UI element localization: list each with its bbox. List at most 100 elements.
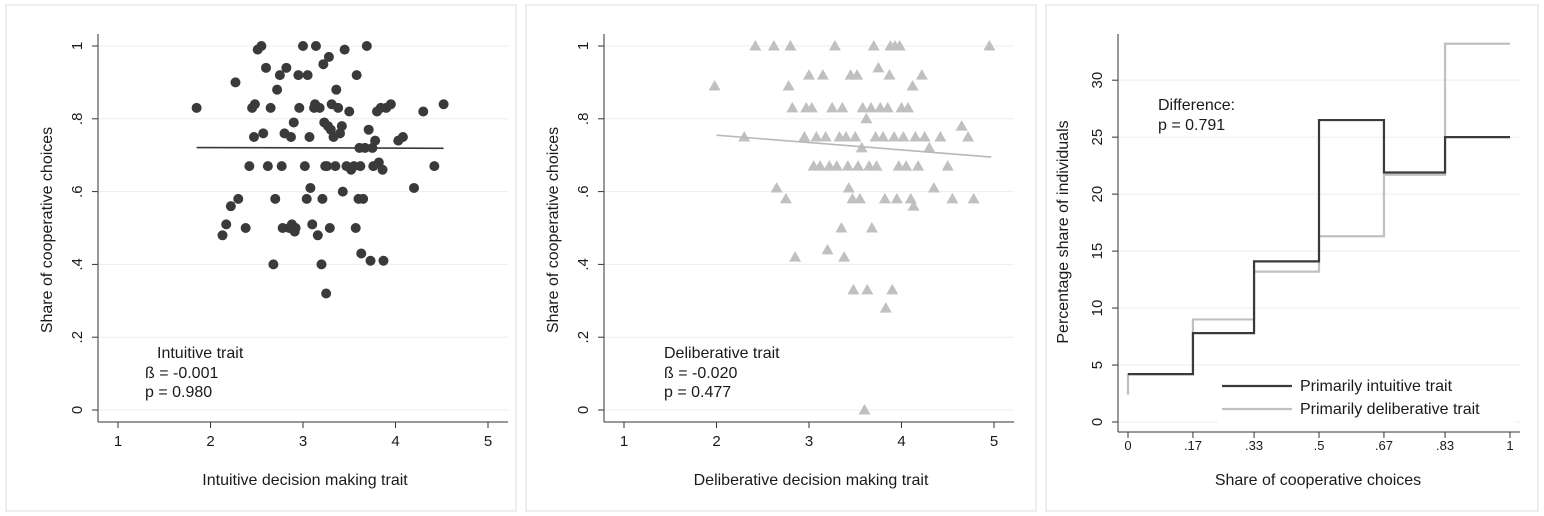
data-point [225, 201, 236, 212]
data-point [897, 131, 910, 142]
data-point [858, 404, 871, 415]
data-point [305, 182, 316, 193]
data-point [281, 62, 292, 73]
data-point [810, 131, 823, 142]
data-point [288, 117, 299, 128]
data-point [860, 112, 873, 124]
data-point [909, 131, 922, 142]
gridlines [604, 45, 1014, 411]
data-point [323, 51, 334, 62]
regression-line [716, 134, 992, 158]
data-point [888, 131, 901, 142]
data-point [814, 160, 827, 171]
data-point [240, 223, 251, 233]
data-point [301, 193, 312, 204]
data-point [847, 283, 860, 295]
data-point [312, 230, 323, 241]
data-point [927, 181, 940, 193]
data-point [378, 255, 389, 266]
annotation-pvalue: p = 0.791 [1158, 117, 1225, 134]
data-point [330, 161, 341, 172]
data-point [856, 101, 869, 113]
data-point [321, 288, 332, 299]
y-axis-title: Share of cooperative choices [545, 127, 562, 333]
fit-line [196, 146, 444, 150]
data-point [798, 131, 811, 142]
data-point [310, 41, 321, 51]
data-point [344, 106, 355, 117]
tick-labels: 0 .2 .4 .6 .8 1 1 2 3 4 5 [69, 42, 492, 450]
data-point [270, 193, 281, 204]
data-point [322, 161, 333, 172]
data-point [221, 219, 232, 230]
tick-labels: 0 5 10 15 20 25 30 0 .17 .33 .5 .67 .83 1 [1089, 72, 1514, 453]
data-point [878, 192, 891, 204]
axes [598, 34, 1014, 428]
annotation-trait: Intuitive trait [157, 345, 244, 362]
x-tick-label: 1 [620, 433, 628, 450]
data-point [249, 99, 260, 110]
data-point [217, 230, 228, 241]
data-point [886, 283, 899, 295]
data-point [805, 101, 818, 113]
data-point [830, 160, 843, 171]
legend-label-intuitive: Primarily intuitive trait [1300, 378, 1453, 395]
x-tick-label: 2 [712, 433, 720, 450]
x-tick-label: 1 [1506, 438, 1513, 453]
data-point [299, 161, 310, 172]
data-point [840, 131, 852, 142]
panel-deliberative-scatter: 0 .2 .4 .6 .8 1 1 2 3 4 5 Deliberative decision ma… [525, 4, 1037, 512]
y-tick-label: 0 [1089, 418, 1106, 426]
data-point [872, 61, 885, 73]
data-point [337, 186, 348, 197]
data-point [248, 132, 259, 142]
data-point [962, 131, 975, 142]
x-tick-label: 5 [484, 433, 492, 450]
data-point [361, 41, 372, 51]
x-tick-label: 5 [990, 433, 998, 450]
data-point [298, 41, 308, 51]
x-tick-label: 0 [1124, 438, 1131, 453]
data-point [339, 44, 350, 55]
data-point [363, 124, 374, 135]
data-point [418, 106, 429, 117]
data-point [738, 131, 751, 142]
y-tick-label: 15 [1089, 243, 1106, 260]
data-point [849, 131, 862, 142]
y-tick-label: 25 [1089, 129, 1106, 146]
data-point [838, 251, 851, 262]
x-tick-label: .33 [1245, 438, 1263, 453]
data-point [803, 69, 815, 80]
data-point [828, 40, 841, 51]
data-point [819, 131, 832, 142]
data-point [317, 193, 328, 204]
annotation-difference: Difference: [1158, 97, 1235, 114]
x-tick-label: 3 [299, 433, 307, 450]
x-tick-label: .5 [1314, 438, 1325, 453]
data-point [356, 248, 367, 259]
data-point [385, 99, 396, 110]
y-tick-label: .4 [575, 258, 592, 271]
y-tick-label: 30 [1089, 72, 1106, 89]
data-point [304, 132, 315, 142]
data-point [816, 69, 829, 80]
data-point [377, 164, 388, 175]
x-tick-label: .67 [1375, 438, 1393, 453]
panel-frame [5, 4, 517, 512]
data-point [358, 193, 369, 204]
y-tick-label: .2 [575, 331, 592, 344]
data-point [429, 161, 440, 172]
scatter-points [191, 41, 449, 299]
data-point [918, 131, 931, 142]
data-point [934, 131, 947, 142]
y-tick-label: 1 [69, 42, 86, 50]
y-tick-label: .2 [69, 331, 86, 344]
y-tick-label: 10 [1089, 300, 1106, 317]
data-point [316, 259, 327, 270]
data-point [836, 101, 849, 113]
data-point [870, 160, 883, 171]
data-point [355, 161, 366, 172]
data-point [191, 102, 202, 113]
data-point [307, 219, 318, 230]
data-point [893, 40, 906, 51]
